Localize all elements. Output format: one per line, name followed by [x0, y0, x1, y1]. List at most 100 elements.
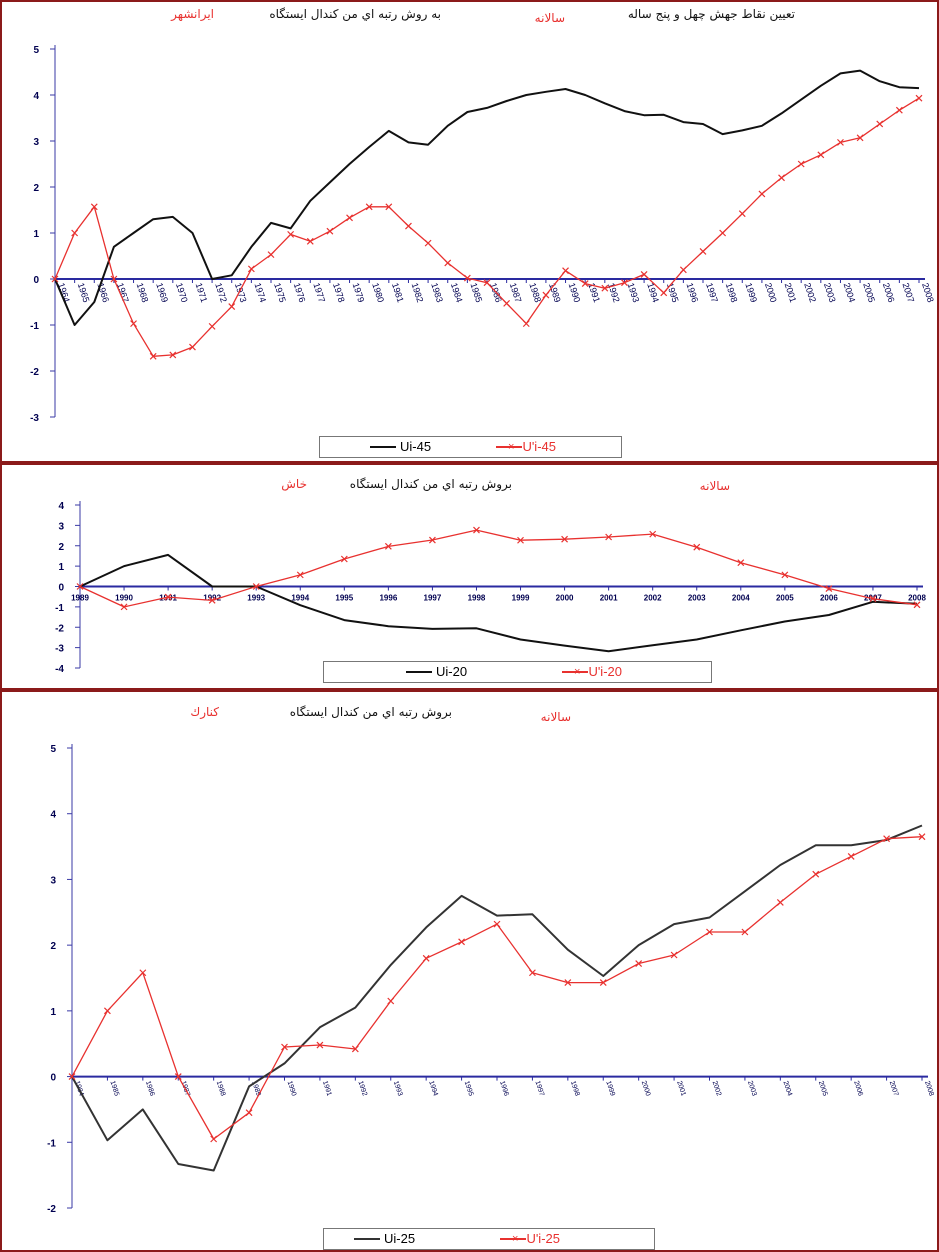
data-point-marker: [581, 280, 589, 288]
x-tick-label: 1996: [684, 282, 700, 304]
data-point-marker: [110, 275, 118, 283]
x-tick-label: 2003: [688, 594, 706, 603]
x-tick-label: 1991: [321, 1080, 333, 1097]
chart-title-part-1: تعیین نقاط جهش چهل و پنج ساله: [627, 7, 795, 21]
legend-item-ui20: Ui-20: [406, 664, 467, 679]
data-point-marker: [528, 969, 536, 977]
x-tick-label: 1975: [272, 282, 288, 304]
x-tick-label: 1997: [534, 1080, 546, 1097]
data-point-marker: [252, 583, 260, 590]
y-tick-label: -1: [30, 321, 39, 332]
legend-label: U'i-45: [522, 439, 556, 454]
data-point-marker: [503, 299, 511, 307]
y-tick-label: 4: [33, 91, 39, 102]
chart-title-part-3: خاش: [281, 477, 307, 491]
x-tick-label: 1986: [144, 1080, 156, 1097]
data-point-marker: [351, 1045, 359, 1053]
x-tick-label: 1994: [427, 1080, 439, 1097]
x-tick-label: 1998: [468, 594, 486, 603]
y-tick-label: 1: [33, 229, 39, 240]
chart-title-part-4: ايرانشهر: [171, 7, 214, 21]
chart-legend: Ui-20 × U'i-20: [323, 661, 712, 683]
x-tick-label: 2004: [732, 594, 750, 603]
x-tick-label: 2002: [711, 1080, 723, 1097]
y-tick-label: -2: [47, 1204, 56, 1215]
chart-title-part-3: كنارك: [190, 705, 219, 719]
chart-panel-khash: سالانه بروش رتبه اي من كندال ايستگاه خاش…: [0, 463, 939, 690]
x-tick-label: 1999: [604, 1080, 616, 1097]
x-tick-label: 2008: [908, 594, 926, 603]
x-tick-label: 1994: [291, 594, 309, 603]
x-tick-label: 1983: [429, 282, 445, 304]
x-tick-label: 1979: [351, 282, 367, 304]
data-point-marker: [473, 526, 480, 534]
data-point-marker: [776, 899, 784, 906]
x-tick-label: 1995: [463, 1080, 475, 1097]
legend-item-u-prime-i25: × U'i-25: [500, 1231, 560, 1246]
data-point-marker: [876, 120, 884, 128]
data-point-marker: [281, 1043, 288, 1051]
data-point-marker: [405, 222, 412, 230]
data-point-marker: [918, 833, 926, 841]
data-point-marker: [444, 259, 452, 267]
data-point-marker: [856, 134, 864, 142]
data-point-marker: [296, 571, 304, 579]
data-point-marker: [679, 266, 687, 274]
x-tick-label: 2007: [900, 282, 916, 304]
x-tick-label: 2000: [763, 282, 779, 304]
x-tick-label: 1996: [379, 594, 397, 603]
data-point-marker: [542, 291, 550, 299]
chart-legend: Ui-45 × U'i-45: [319, 436, 622, 458]
data-point-marker: [51, 275, 59, 283]
data-point-marker: [562, 267, 569, 275]
y-tick-label: 2: [33, 183, 39, 194]
y-tick-label: 5: [50, 744, 56, 755]
x-tick-label: 1972: [213, 282, 229, 304]
y-tick-label: -3: [30, 413, 39, 424]
data-point-marker: [812, 870, 820, 878]
data-point-marker: [483, 279, 491, 287]
x-tick-label: 2002: [802, 282, 818, 304]
x-tick-label: 2003: [822, 282, 838, 304]
data-point-marker: [68, 1073, 76, 1080]
data-point-marker: [883, 835, 891, 843]
series-line-Ui-45: [54, 69, 920, 326]
y-tick-label: -2: [30, 367, 39, 378]
x-tick-label: 2005: [861, 282, 877, 304]
data-point-marker: [564, 979, 572, 987]
legend-label: Ui-25: [384, 1231, 416, 1246]
x-tick-label: 1998: [724, 282, 740, 304]
legend-label: Ui-20: [436, 664, 468, 679]
x-tick-label: 2002: [644, 594, 662, 603]
x-tick-label: 1977: [311, 282, 327, 304]
y-tick-label: 0: [58, 583, 64, 594]
data-point-marker: [139, 969, 147, 977]
data-point-marker: [103, 1007, 111, 1015]
data-point-marker: [895, 106, 903, 114]
data-point-marker: [915, 94, 923, 102]
x-tick-label: 1993: [392, 1080, 404, 1097]
data-point-marker: [522, 320, 530, 328]
x-tick-label: 1992: [356, 1080, 368, 1097]
x-tick-label: 1997: [704, 282, 720, 304]
data-point-marker: [817, 151, 825, 159]
y-tick-label: -1: [55, 603, 64, 614]
chart-panel-konarak: سالانه بروش رتبه اي من كندال ايستگاه كنا…: [0, 690, 939, 1252]
data-point-marker: [561, 535, 569, 543]
data-point-marker: [781, 571, 789, 579]
x-tick-label: 1999: [743, 282, 759, 304]
y-tick-label: 0: [33, 275, 39, 286]
x-tick-label: 1984: [449, 282, 465, 304]
y-tick-label: 1: [58, 562, 64, 573]
data-point-marker: [699, 247, 707, 255]
legend-item-ui25: Ui-25: [354, 1231, 415, 1246]
x-tick-label: 2000: [556, 594, 574, 603]
data-point-marker: [130, 320, 137, 328]
data-point-marker: [169, 351, 177, 359]
legend-line-icon: [370, 445, 396, 448]
data-point-marker: [737, 559, 745, 567]
x-tick-label: 2006: [852, 1080, 864, 1097]
chart-panel-iranshahr: تعیین نقاط جهش چهل و پنج ساله سالانه به …: [0, 0, 939, 463]
